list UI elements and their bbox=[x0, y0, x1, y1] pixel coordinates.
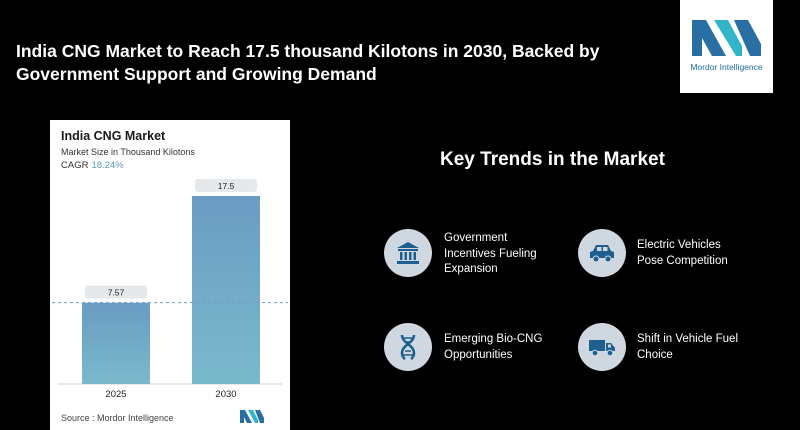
cagr-value: 18.24% bbox=[91, 160, 124, 171]
cagr-line: CAGR 18.24% bbox=[61, 160, 124, 171]
truck-icon bbox=[578, 323, 626, 371]
chart-card: India CNG Market Market Size in Thousand… bbox=[50, 120, 290, 430]
trend-label-vehicle-fuel: Shift in Vehicle Fuel Choice bbox=[637, 333, 739, 361]
bar-2025 bbox=[82, 302, 150, 384]
headline-line-2: Government Support and Growing Demand bbox=[16, 64, 377, 84]
car-icon bbox=[578, 229, 626, 277]
mordor-intelligence-logo: Mordor Intelligence bbox=[680, 0, 773, 93]
logo-mark-icon bbox=[692, 20, 761, 56]
chart-subtitle: Market Size in Thousand Kilotons bbox=[61, 147, 195, 157]
government-building-icon bbox=[384, 229, 432, 277]
cagr-label: CAGR bbox=[61, 160, 89, 171]
data-label-2030: 17.5 bbox=[218, 181, 235, 191]
tick-label-2025: 2025 bbox=[105, 389, 126, 400]
trend-label-government-incentives: Government Incentives Fueling Expansion bbox=[444, 232, 537, 275]
value-pill-2030 bbox=[195, 179, 257, 192]
data-label-2025: 7.57 bbox=[108, 287, 125, 297]
trend-label-bio-cng: Emerging Bio-CNG Opportunities bbox=[444, 333, 543, 361]
page-title: India CNG Market to Reach 17.5 thousand … bbox=[16, 40, 666, 86]
bar-2030 bbox=[192, 196, 260, 384]
source-note: Source : Mordor Intelligence bbox=[61, 413, 174, 423]
trend-label-electric-vehicles: Electric Vehicles Pose Competition bbox=[637, 239, 728, 267]
dna-icon bbox=[384, 323, 432, 371]
headline-line-1: India CNG Market to Reach 17.5 thousand … bbox=[16, 41, 600, 61]
key-trends-title: Key Trends in the Market bbox=[440, 149, 665, 170]
mini-logo-icon bbox=[240, 410, 264, 423]
tick-label-2030: 2030 bbox=[215, 389, 236, 400]
bar-chart: 7.57 2025 17.5 2030 bbox=[52, 179, 288, 400]
logo-text: Mordor Intelligence bbox=[690, 62, 763, 72]
value-pill-2025 bbox=[85, 285, 147, 299]
chart-title: India CNG Market bbox=[61, 129, 166, 143]
